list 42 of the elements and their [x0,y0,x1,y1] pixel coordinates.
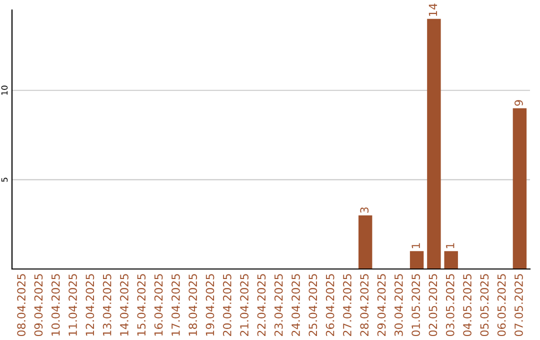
x-tick-label: 02.05.2025 [428,274,438,336]
x-tick-label: 19.04.2025 [206,274,214,336]
x-tick-label: 12.04.2025 [86,274,94,336]
bar [358,215,372,269]
x-tick-label: 25.04.2025 [308,274,318,336]
x-tick-label: 15.04.2025 [137,274,146,336]
data-label: 1 [446,243,454,248]
x-tick-label: 29.04.2025 [377,274,386,336]
x-tick-label: 08.04.2025 [17,274,26,336]
x-tick-label: 27.04.2025 [343,274,352,336]
x-tick-label: 26.04.2025 [326,274,334,336]
x-tick-label: 30.04.2025 [394,274,403,336]
x-tick-label: 06.05.2025 [497,274,506,336]
x-tick-label: 18.04.2025 [188,274,198,336]
y-tick-label: 5 [1,178,8,182]
bar [410,251,424,269]
x-tick-label: 13.04.2025 [102,274,112,336]
data-label: 9 [514,100,523,106]
x-tick-label: 10.04.2025 [51,274,60,336]
x-tick-label: 23.04.2025 [274,274,283,336]
x-tick-label: 16.04.2025 [154,274,163,336]
x-tick-label: 28.04.2025 [360,274,369,336]
bar [512,108,527,269]
x-tick-label: 22.04.2025 [257,274,266,336]
y-tick-label: 10 [1,86,8,95]
x-tick-label: 24.04.2025 [292,274,300,336]
bar [427,18,441,269]
x-tick-label: 07.05.2025 [514,274,523,336]
x-tick-label: 05.05.2025 [480,274,489,336]
bar [444,251,458,269]
data-label: 1 [412,243,420,248]
x-tick-label: 20.04.2025 [222,274,232,336]
x-tick-label: 11.04.2025 [68,274,77,336]
data-label: 3 [360,207,369,213]
x-tick-label: 17.04.2025 [171,274,180,336]
x-tick-label: 01.05.2025 [412,274,420,336]
x-tick-label: 14.04.2025 [120,274,128,336]
x-tick-label: 21.04.2025 [240,274,248,336]
x-tick-label: 04.05.2025 [463,274,472,336]
x-tick-label: 03.05.2025 [446,274,454,336]
data-label: 14 [428,4,438,16]
x-tick-label: 09.04.2025 [34,274,43,336]
